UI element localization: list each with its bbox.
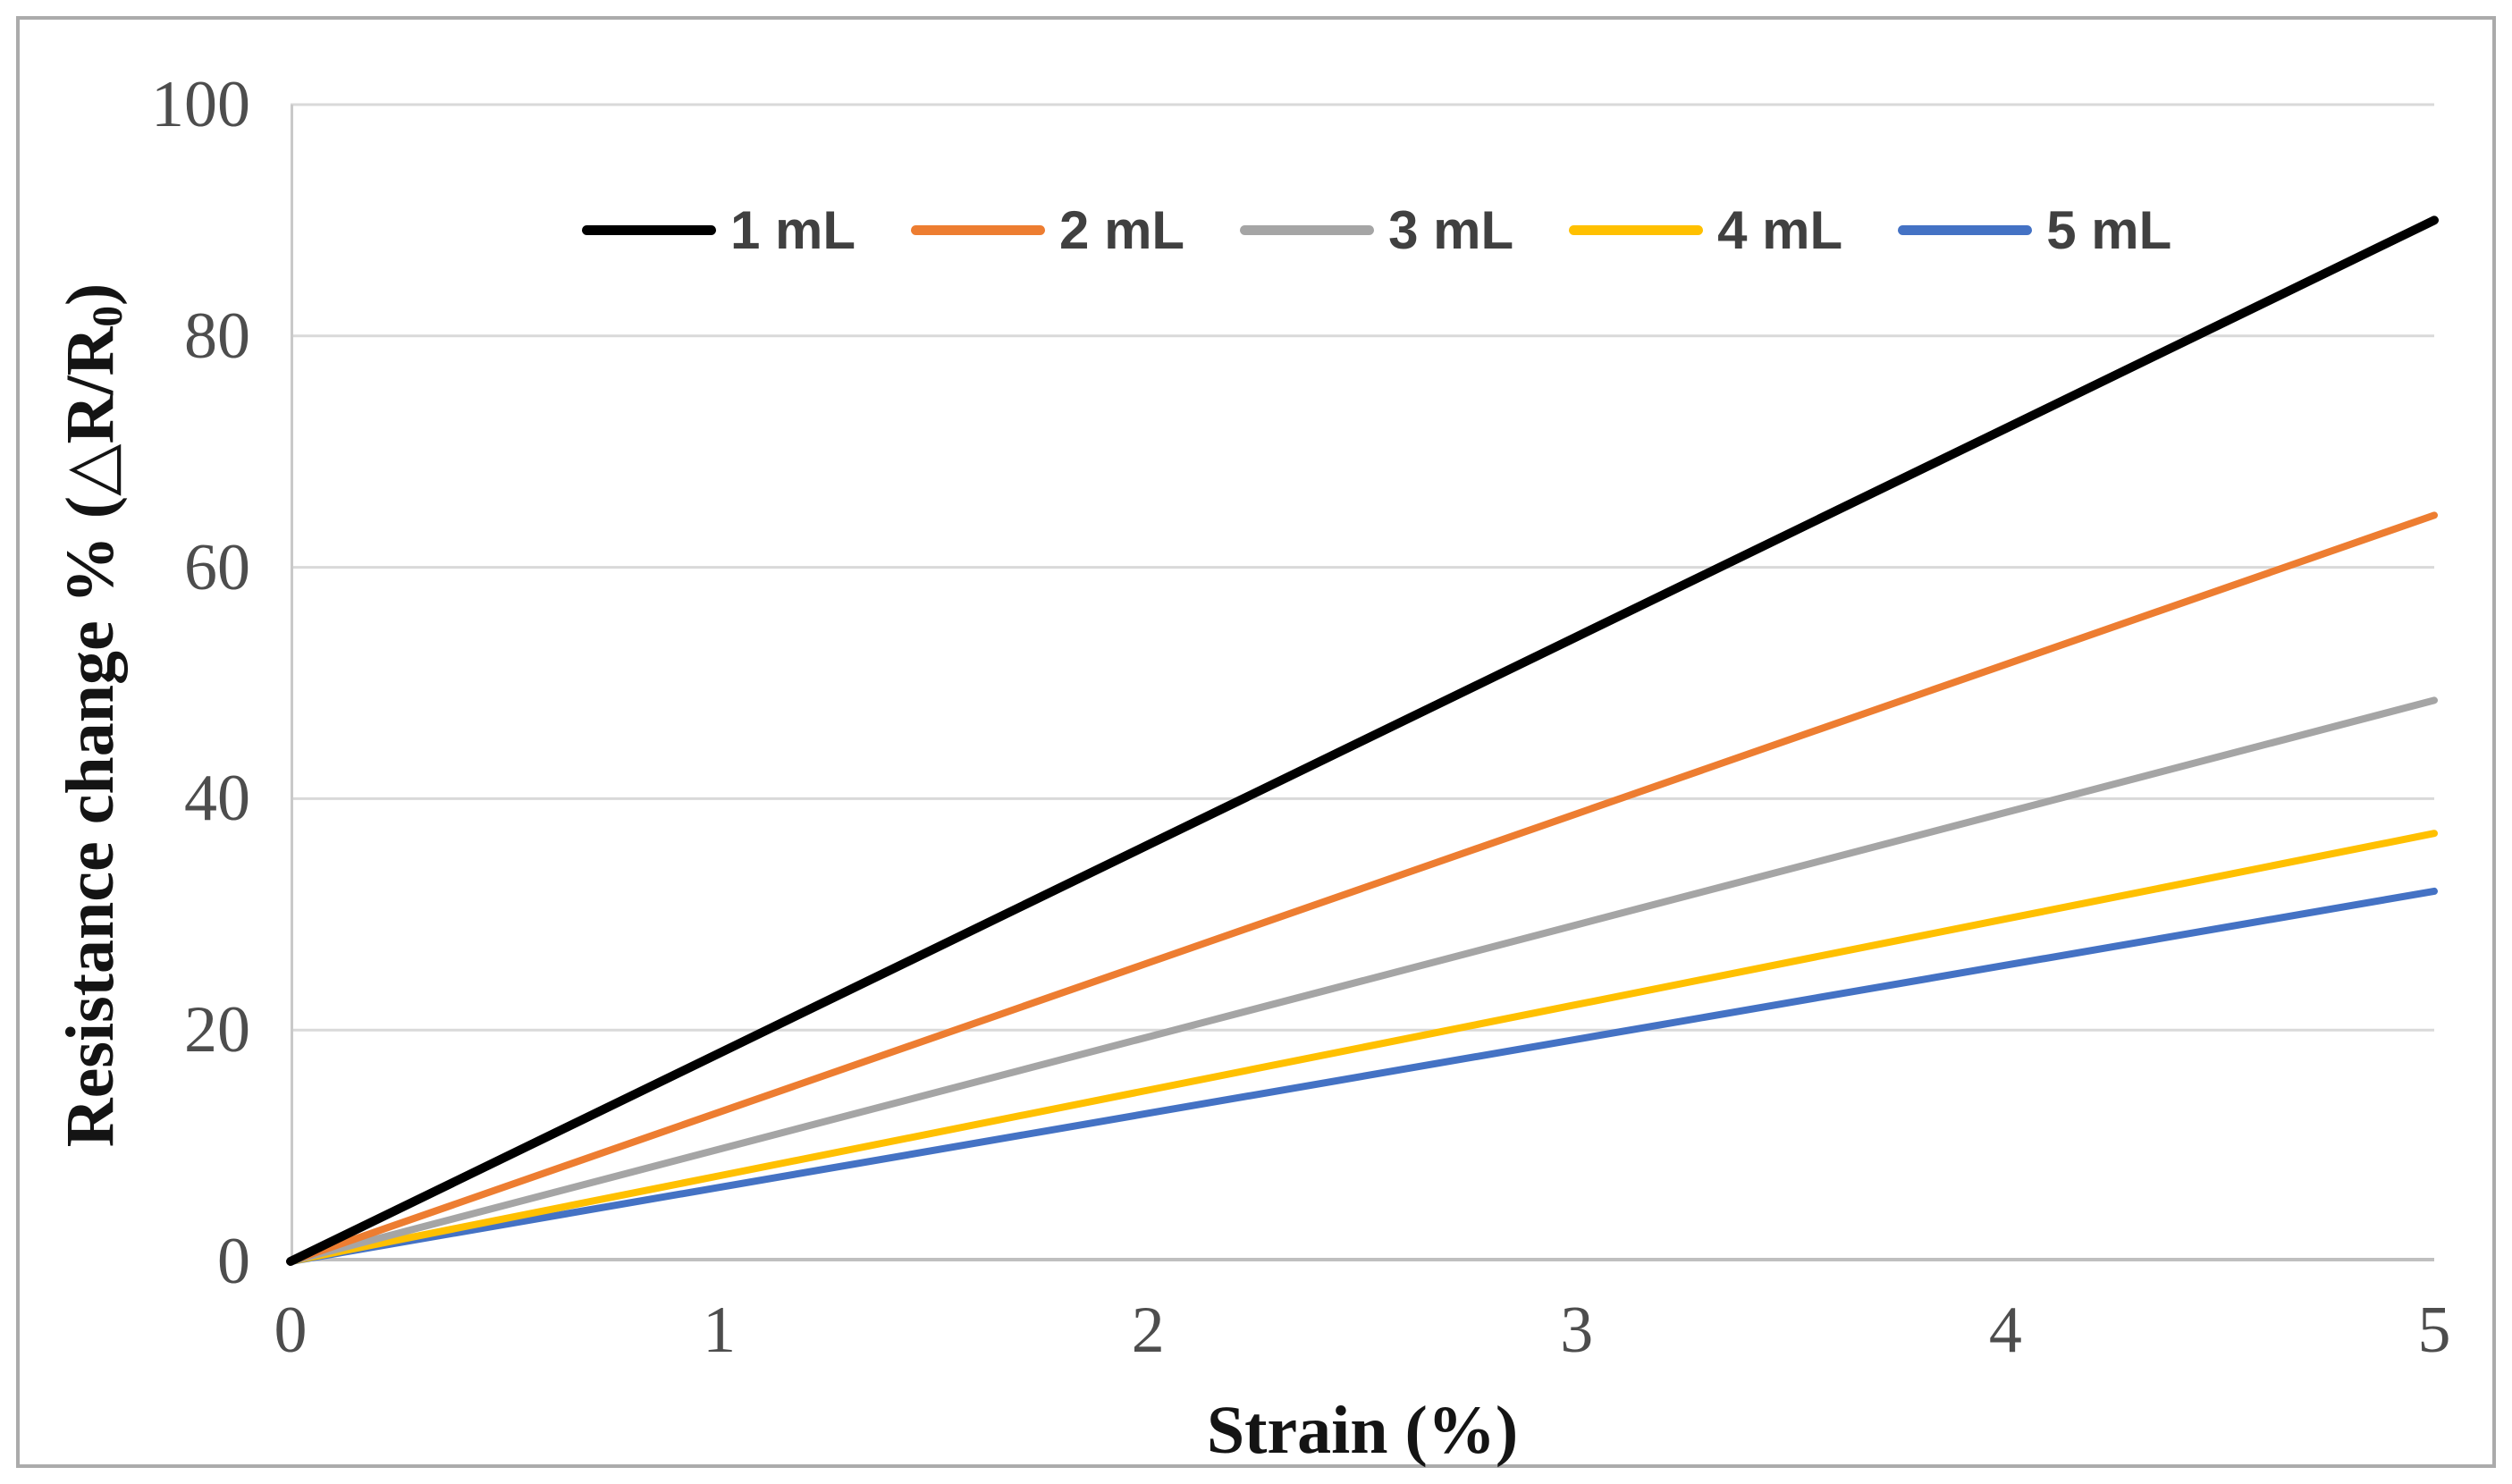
series-line-4-ml (287, 830, 2438, 1265)
y-tick-label-0: 0 (217, 1225, 250, 1298)
y-tick-label-60: 60 (184, 530, 250, 604)
x-tick-label-1: 1 (703, 1294, 737, 1367)
x-tick-label-4: 4 (1988, 1294, 2022, 1367)
legend-swatch-icon (911, 224, 1046, 235)
legend-label: 4 mL (1717, 199, 1843, 260)
x-tick-label-5: 5 (2417, 1294, 2451, 1367)
x-axis-title: Strain (%) (1206, 1393, 1519, 1468)
legend-item-4-ml: 4 mL (1569, 199, 1842, 261)
y-tick-label-80: 80 (184, 299, 250, 373)
chart-figure: 1 mL 2 mL 3 mL 4 mL 5 mL Resistance change %… (16, 16, 2496, 1468)
plot-area (286, 103, 2439, 1266)
legend-label: 3 mL (1388, 199, 1514, 260)
series-line-5-ml (287, 887, 2438, 1265)
legend-swatch-icon (582, 224, 716, 235)
legend-swatch-icon (1898, 224, 2033, 235)
legend-item-5-ml: 5 mL (1898, 199, 2171, 261)
x-tick-label-0: 0 (274, 1294, 308, 1367)
legend-swatch-icon (1569, 224, 1704, 235)
y-tick-label-100: 100 (151, 68, 250, 141)
legend-label: 1 mL (730, 199, 856, 260)
y-tick-label-40: 40 (184, 762, 250, 836)
legend-item-1-ml: 1 mL (582, 199, 856, 261)
x-tick-label-2: 2 (1131, 1294, 1165, 1367)
legend: 1 mL 2 mL 3 mL 4 mL 5 mL (582, 198, 2171, 261)
series-line-1-ml (286, 215, 2439, 1266)
legend-swatch-icon (1240, 224, 1375, 235)
series-line-2-ml (287, 511, 2438, 1265)
legend-item-3-ml: 3 mL (1240, 199, 1513, 261)
y-tick-label-20: 20 (184, 993, 250, 1067)
x-tick-label-3: 3 (1560, 1294, 1594, 1367)
legend-label: 5 mL (2046, 199, 2172, 260)
legend-label: 2 mL (1059, 199, 1185, 260)
series-line-3-ml (287, 696, 2438, 1265)
legend-item-2-ml: 2 mL (911, 199, 1184, 261)
